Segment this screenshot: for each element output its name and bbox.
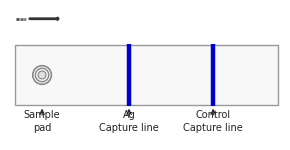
Ellipse shape — [38, 71, 46, 79]
Ellipse shape — [33, 66, 51, 84]
Ellipse shape — [35, 68, 49, 82]
Text: Ag
Capture line: Ag Capture line — [99, 110, 159, 133]
Text: Control
Capture line: Control Capture line — [183, 110, 243, 133]
Bar — [14, 45, 278, 105]
Text: Sample
pad: Sample pad — [24, 110, 60, 133]
